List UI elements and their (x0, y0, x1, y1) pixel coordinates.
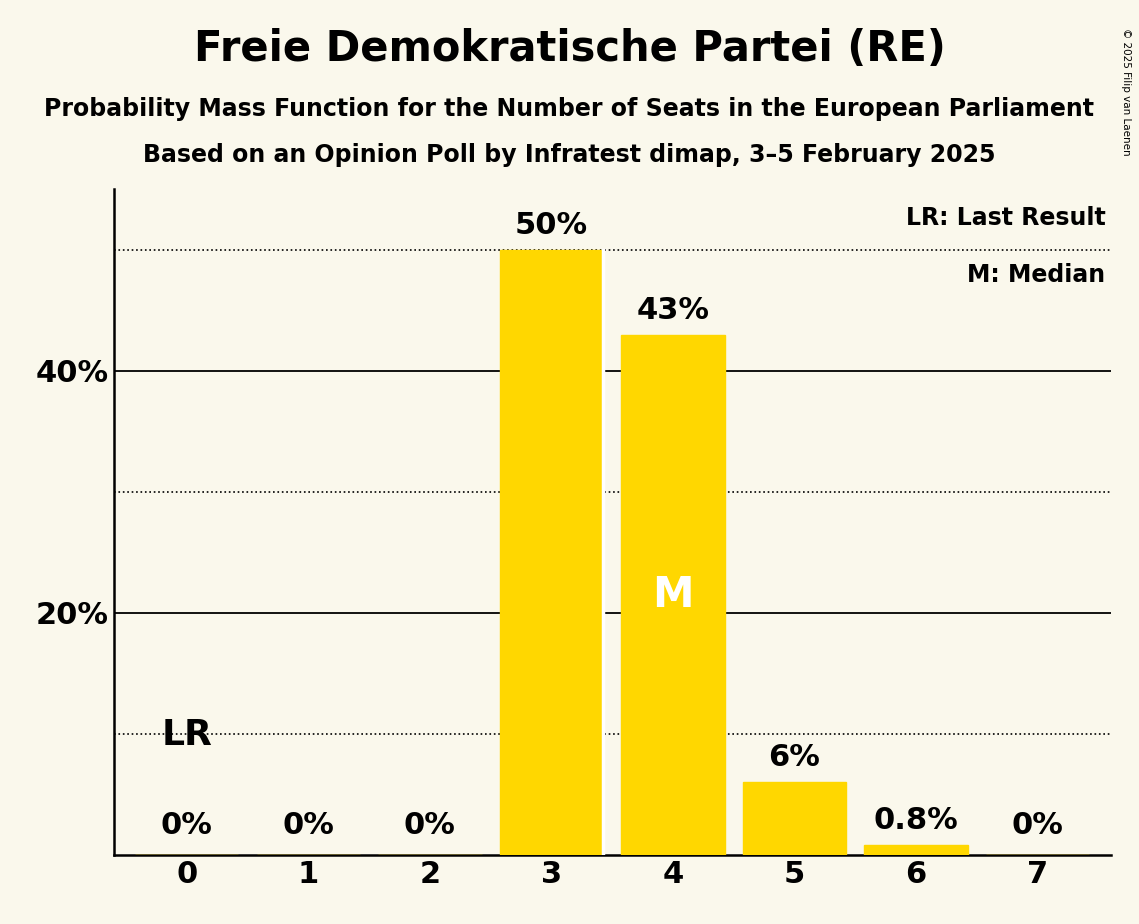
Bar (622, 334, 724, 855)
Text: 6%: 6% (769, 744, 820, 772)
Text: Freie Demokratische Partei (RE): Freie Demokratische Partei (RE) (194, 28, 945, 69)
Text: LR: LR (162, 718, 212, 752)
Text: 50%: 50% (515, 212, 588, 240)
Bar (743, 782, 846, 855)
Text: 0%: 0% (161, 811, 213, 840)
Text: M: M (653, 574, 694, 615)
Text: Probability Mass Function for the Number of Seats in the European Parliament: Probability Mass Function for the Number… (44, 97, 1095, 121)
Text: 0%: 0% (404, 811, 456, 840)
Bar (865, 845, 968, 855)
Text: 0%: 0% (282, 811, 335, 840)
Text: 0.8%: 0.8% (874, 807, 958, 835)
Text: LR: Last Result: LR: Last Result (906, 206, 1106, 230)
Bar (500, 249, 603, 855)
Text: © 2025 Filip van Laenen: © 2025 Filip van Laenen (1121, 28, 1131, 155)
Text: 43%: 43% (637, 296, 710, 325)
Text: 0%: 0% (1011, 811, 1064, 840)
Text: Based on an Opinion Poll by Infratest dimap, 3–5 February 2025: Based on an Opinion Poll by Infratest di… (144, 143, 995, 167)
Text: M: Median: M: Median (967, 262, 1106, 286)
